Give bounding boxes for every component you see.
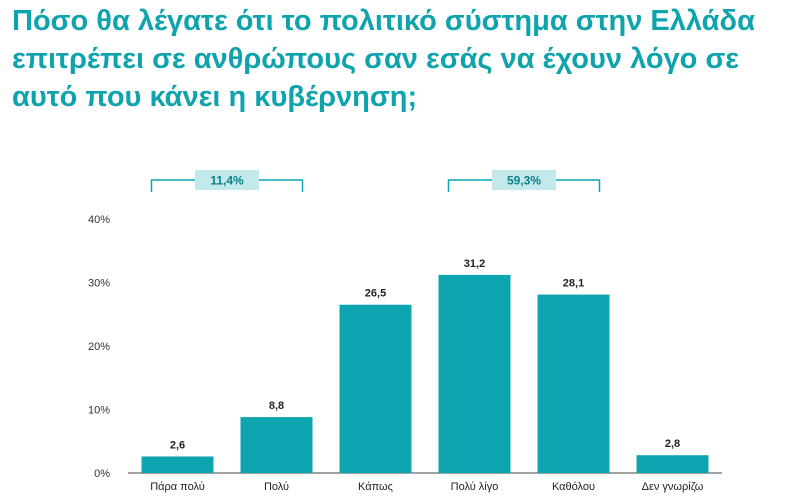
page-title: Πόσο θα λέγατε ότι το πολιτικό σύστημα σ… xyxy=(12,5,755,113)
category-label: Πάρα πολύ xyxy=(150,481,205,493)
group-total-label: 59,3% xyxy=(507,174,541,188)
category-label: Πολύ λίγο xyxy=(451,481,499,493)
bar-0 xyxy=(141,456,214,473)
y-tick-label: 30% xyxy=(88,278,110,290)
y-tick-label: 0% xyxy=(94,468,110,480)
data-label: 31,2 xyxy=(464,258,485,270)
data-label: 8,8 xyxy=(269,400,284,412)
group-annotation-1: 59,3% xyxy=(447,170,601,192)
bar-5 xyxy=(636,455,709,473)
y-tick-label: 10% xyxy=(88,405,110,417)
group-annotation-0: 11,4% xyxy=(150,170,304,192)
bar-1 xyxy=(240,417,313,473)
axis-layer: 0% 10% 20% 30% 40% xyxy=(88,214,722,480)
y-tick-label: 20% xyxy=(88,341,110,353)
data-label: 26,5 xyxy=(365,288,386,300)
data-label: 2,8 xyxy=(665,438,680,450)
category-label: Δεν γνωρίζω xyxy=(642,481,704,493)
label-layer: 2,6 Πάρα πολύ 8,8 Πολύ 26,5 Κάπως 31,2 Πολύ λίγ… xyxy=(150,258,704,493)
category-label: Καθόλου xyxy=(552,481,595,493)
group-total-label: 11,4% xyxy=(210,174,244,188)
bar-2 xyxy=(339,304,412,473)
data-label: 2,6 xyxy=(170,439,185,451)
group-annotation-layer: 11,4% 59,3% xyxy=(150,170,601,192)
bar-4 xyxy=(537,294,610,473)
y-tick-label: 40% xyxy=(88,214,110,226)
bar-layer xyxy=(141,274,709,473)
data-label: 28,1 xyxy=(563,278,584,290)
category-label: Κάπως xyxy=(358,481,393,493)
group-box xyxy=(492,170,556,190)
group-box xyxy=(195,170,259,190)
bar-3 xyxy=(438,274,511,473)
category-label: Πολύ xyxy=(264,481,289,493)
